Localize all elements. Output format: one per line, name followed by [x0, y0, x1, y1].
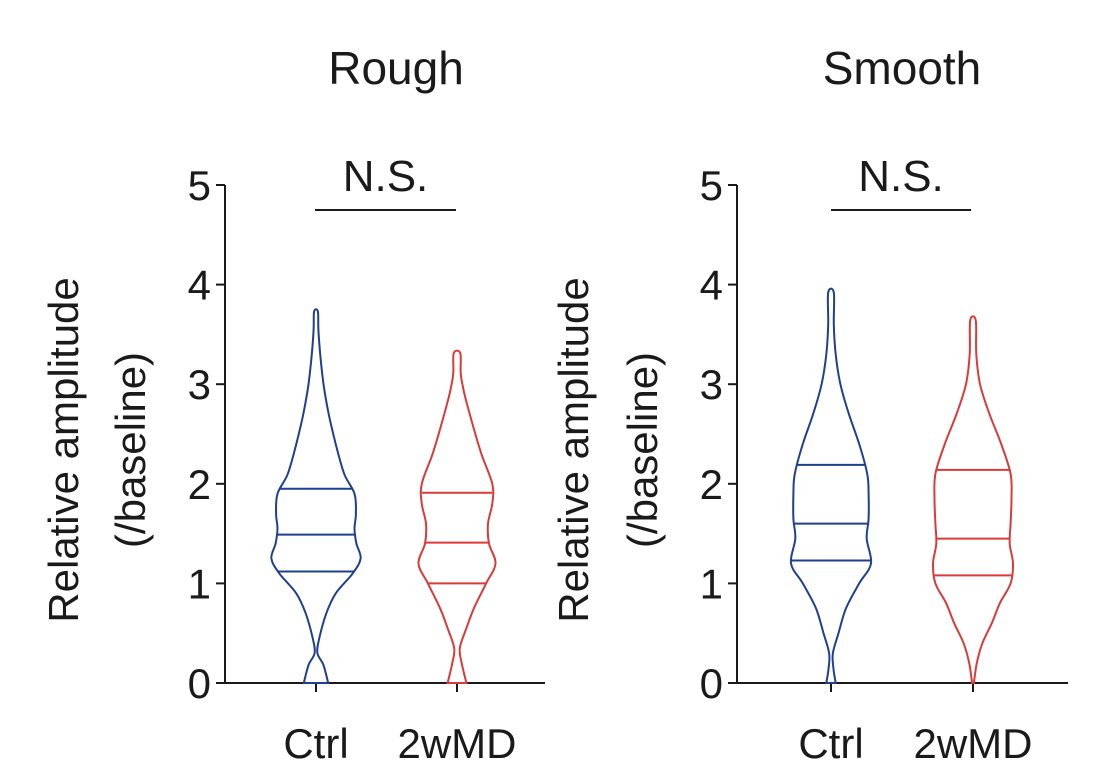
y-tick-label: 0	[188, 660, 211, 707]
y-tick-label: 3	[700, 361, 723, 408]
x-tick-label: Ctrl	[283, 720, 348, 767]
violin-2wmd	[931, 315, 1015, 684]
y-tick-label: 4	[188, 262, 211, 309]
y-tick-label: 1	[700, 560, 723, 607]
y-axis-label-units: (/baseline)	[619, 352, 666, 548]
violin-ctrl	[789, 287, 873, 684]
x-tick-label: Ctrl	[798, 720, 863, 767]
chart-panel-rough: Rough Relative amplitude (/baseline) 0 1 2 3 4 5…	[40, 42, 545, 767]
y-tick-label: 5	[700, 162, 723, 209]
x-tick-label: 2wMD	[913, 720, 1032, 767]
y-tick-label: 5	[188, 162, 211, 209]
y-tick-label: 0	[700, 660, 723, 707]
violin-ctrl	[270, 308, 362, 684]
y-tick-label: 2	[700, 461, 723, 508]
x-tick-label: 2wMD	[397, 720, 516, 767]
y-tick-label: 4	[700, 262, 723, 309]
y-tick-label: 1	[188, 560, 211, 607]
y-axis-label: Relative amplitude	[40, 277, 87, 623]
chart-title: Rough	[328, 42, 464, 94]
significance-label: N.S.	[858, 152, 944, 201]
y-tick-label: 3	[188, 361, 211, 408]
chart-panel-smooth: Smooth Relative amplitude (/baseline) 0 1 2 3 4…	[550, 42, 1068, 767]
violin-2wmd	[417, 349, 497, 684]
significance-label: N.S.	[343, 152, 429, 201]
y-axis-label: Relative amplitude	[550, 277, 597, 623]
y-tick-label: 2	[188, 461, 211, 508]
y-axis-label-units: (/baseline)	[107, 352, 154, 548]
chart-title: Smooth	[823, 42, 982, 94]
